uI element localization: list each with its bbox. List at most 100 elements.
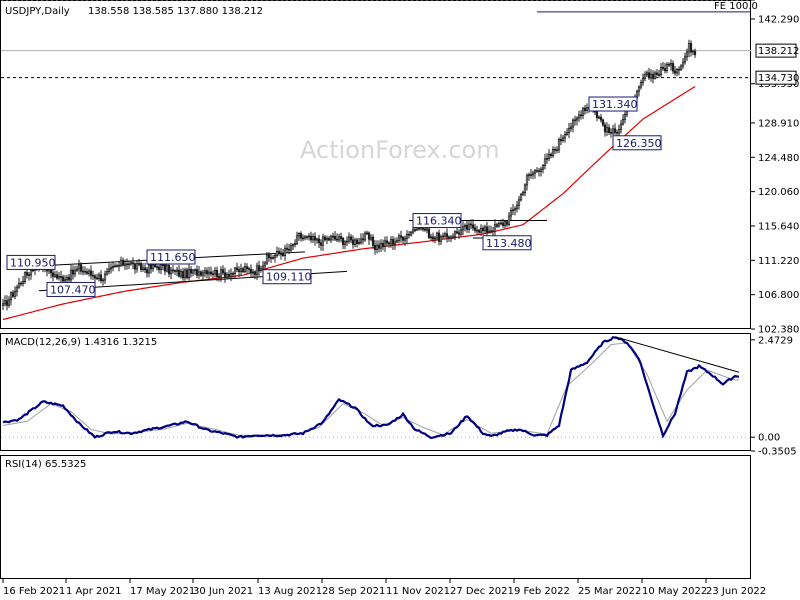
candle: [371, 234, 375, 249]
candle: [501, 218, 505, 229]
candle: [461, 221, 465, 236]
candle: [263, 261, 267, 270]
candle: [563, 131, 567, 143]
price-annotation: 107.470: [46, 281, 96, 297]
candle: [117, 261, 121, 272]
candle: [267, 252, 271, 262]
candle: [245, 263, 249, 274]
candle: [145, 267, 149, 278]
candle: [9, 291, 13, 306]
candle: [655, 69, 659, 77]
candle: [105, 267, 109, 276]
price-annotation: 110.950: [6, 254, 56, 270]
candle: [681, 58, 685, 69]
candle: [337, 233, 341, 243]
price-y-tick-label: 111.220: [758, 256, 799, 267]
candle: [307, 233, 311, 241]
candle: [137, 258, 141, 267]
candle: [5, 295, 9, 311]
candle: [507, 212, 511, 227]
candle: [685, 48, 689, 61]
candle: [673, 65, 677, 76]
candle: [645, 70, 649, 77]
candle: [583, 105, 587, 115]
candle: [579, 110, 583, 120]
candle: [663, 62, 667, 74]
candle: [621, 114, 625, 126]
candle: [387, 241, 391, 248]
candle: [327, 235, 331, 242]
candle: [127, 260, 131, 269]
candle: [123, 259, 127, 270]
candle: [661, 62, 665, 71]
candle: [191, 268, 195, 277]
candle: [377, 240, 381, 253]
candle: [495, 222, 499, 229]
candle: [385, 236, 389, 247]
price-pane-frame: [0, 0, 751, 329]
candle: [201, 269, 205, 280]
time-tick-label: 28 Sep 2021: [322, 586, 385, 597]
candle: [295, 231, 299, 246]
candle: [683, 52, 687, 65]
candle: [247, 266, 251, 273]
candle: [101, 277, 105, 286]
candle: [15, 284, 19, 297]
price-annotation: 131.340: [588, 96, 638, 112]
candle: [141, 262, 145, 272]
price-y-axis: 142.290 133.950 128.910 124.480 120.060 115.6…: [751, 14, 799, 336]
candle: [373, 240, 377, 255]
candle: [347, 232, 351, 244]
time-tick-label: 16 Feb 2021: [3, 586, 65, 597]
rsi-y-tick-label: 0: [758, 0, 764, 3]
candle: [537, 168, 541, 177]
candle: [287, 243, 291, 255]
candle: [97, 272, 101, 282]
candle: [205, 267, 209, 279]
candle: [75, 265, 79, 273]
candle: [249, 264, 253, 278]
candle: [559, 134, 563, 146]
candle: [605, 122, 609, 136]
macd-pane: 2.4729 0.00 -0.3505 MACD(12,26,9) 1.4316 1…: [0, 333, 797, 458]
candle: [531, 170, 535, 180]
price-y-tick-label: 120.060: [758, 187, 799, 198]
candle: [363, 230, 367, 242]
candle: [169, 266, 173, 280]
price-annotation: 113.480: [482, 235, 532, 251]
candle: [511, 204, 515, 215]
candle: [503, 220, 507, 229]
candle: [463, 223, 467, 232]
candle: [375, 240, 379, 254]
candle: [691, 49, 695, 56]
candle: [181, 267, 185, 281]
candle: [199, 270, 203, 277]
candle: [189, 266, 193, 278]
candle: [393, 237, 397, 250]
candle: [509, 207, 513, 221]
candle: [121, 257, 125, 267]
candle: [203, 267, 207, 278]
candle: [341, 236, 345, 249]
candle: [361, 233, 365, 245]
time-tick-label: 23 Jun 2022: [706, 586, 766, 597]
candle: [335, 233, 339, 242]
candle: [289, 242, 293, 253]
candle: [435, 231, 439, 241]
candle: [251, 269, 255, 278]
rsi-title: RSI(14) 65.5325: [5, 459, 86, 470]
rsi-pane-frame: [0, 455, 751, 579]
candle: [551, 146, 555, 158]
candle: [561, 135, 565, 143]
candle: [643, 71, 647, 82]
candle: [223, 267, 227, 283]
candle: [409, 230, 413, 237]
candle: [55, 270, 59, 280]
candle: [391, 235, 395, 251]
candle: [241, 266, 245, 274]
candle: [517, 196, 521, 210]
candle: [81, 266, 85, 276]
candle: [7, 296, 11, 308]
candle: [413, 228, 417, 233]
price-y-tick-label: 128.910: [758, 118, 799, 129]
